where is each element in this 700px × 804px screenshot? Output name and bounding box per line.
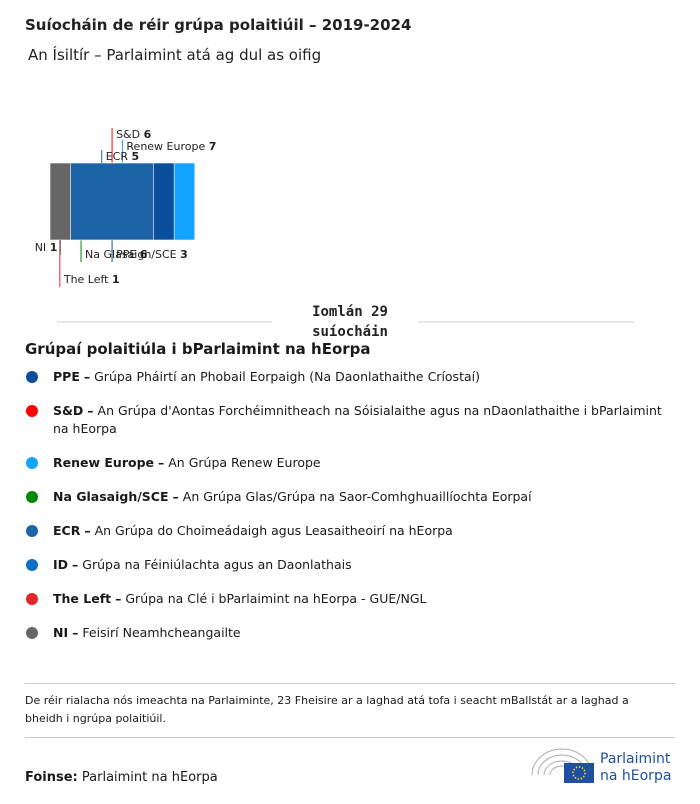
legend-dot (26, 457, 38, 469)
legend-item: S&D – An Grúpa d'Aontas Forchéimnitheach n… (25, 402, 675, 438)
segment-label: The Left 1 (63, 273, 120, 286)
legend-item: ECR – An Grúpa do Choimeádaigh agus Leasai… (25, 522, 675, 540)
legend-dot (26, 627, 38, 639)
segment-name: S&D (116, 128, 140, 141)
chart: Suíocháin de réir grúpa polaitiúil – 201… (25, 16, 634, 340)
logo: Parlaimint na hEorpa (531, 748, 671, 784)
legend-separator: – (72, 557, 79, 572)
legend-dot (26, 559, 38, 571)
segment-name: ECR (106, 150, 129, 163)
segment-value: 6 (144, 128, 152, 141)
legend-separator: – (83, 369, 91, 384)
legend-separator: – (172, 489, 179, 504)
legend-description: An Grúpa Renew Europe (168, 455, 321, 470)
chart-title: Suíocháin de réir grúpa polaitiúil – 201… (25, 16, 411, 34)
legend-separator: – (72, 625, 79, 640)
legend-name: NI (53, 625, 69, 640)
legend-description: An Grúpa Glas/Grúpa na Saor-Comhghuaillí… (182, 489, 532, 504)
divider (25, 683, 675, 684)
bar-segment (49, 162, 71, 241)
legend-item: Renew Europe – An Grúpa Renew Europe (25, 454, 675, 472)
chart-subtitle: An Ísiltír – Parlaimint atá ag dul as oi… (28, 45, 321, 64)
legend-separator: – (87, 403, 94, 418)
segment-label: ECR 5 (106, 150, 139, 163)
segment-label: S&D 6 (116, 128, 152, 141)
legend-name: ECR (53, 523, 81, 538)
segment-name: The Left (63, 273, 109, 286)
segment-label: PPE 6 (116, 248, 148, 261)
legend-dot (26, 405, 38, 417)
source-text: Parlaimint na hEorpa (81, 770, 218, 785)
segment-label: Renew Europe 7 (126, 140, 216, 153)
legend-title: Grúpaí polaitiúla i bParlaimint na hEorp… (25, 340, 371, 358)
logo-line2: na hEorpa (600, 768, 671, 784)
legend-item: PPE – Grúpa Pháirtí an Phobail Eorpaigh (N… (25, 368, 675, 386)
legend-name: ID (53, 557, 69, 572)
legend-dot (26, 593, 38, 605)
divider (25, 737, 675, 738)
total-label: Iomlán 29 (312, 304, 388, 320)
segment-name: NI (35, 241, 46, 254)
segment-value: 7 (209, 140, 217, 153)
logo-line1: Parlaimint (600, 751, 671, 767)
segment-label: Na Glasaigh/SCE 3 (85, 248, 188, 261)
legend-separator: – (115, 591, 122, 606)
legend-separator: – (84, 523, 91, 538)
legend-item: NI – Feisirí Neamhcheangailte (25, 624, 675, 642)
legend-name: PPE (53, 369, 80, 384)
legend-description: Feisirí Neamhcheangailte (82, 625, 241, 640)
legend-dot (26, 491, 38, 503)
segment-label: NI 1 (35, 241, 58, 254)
legend-item: ID – Grúpa na Féiniúlachta agus an Daonlat… (25, 556, 675, 574)
legend-description: Grúpa Pháirtí an Phobail Eorpaigh (Na Da… (94, 369, 480, 384)
legend-name: The Left (53, 591, 112, 606)
legend-description: Grúpa na Clé i bParlaimint na hEorpa - G… (125, 591, 427, 606)
segment-value: 1 (112, 273, 120, 286)
total-suffix: suíocháin (312, 324, 388, 340)
source-label: Foinse: (25, 770, 78, 785)
segment-name: PPE (116, 248, 136, 261)
segment-name: Renew Europe (126, 140, 205, 153)
legend-separator: – (158, 455, 165, 470)
legend: Grúpaí polaitiúla i bParlaimint na hEorp… (25, 340, 675, 658)
legend-description: An Grúpa do Choimeádaigh agus Leasaitheo… (94, 523, 453, 538)
segment-value: 5 (132, 150, 140, 163)
legend-dot (26, 371, 38, 383)
legend-description: Grúpa na Féiniúlachta agus an Daonlathai… (82, 557, 352, 572)
segment-value: 3 (180, 248, 188, 261)
legend-item: Na Glasaigh/SCE – An Grúpa Glas/Grúpa na S… (25, 488, 675, 506)
segment-value: 6 (140, 248, 148, 261)
legend-name: Renew Europe (53, 455, 154, 470)
legend-dot (26, 525, 38, 537)
source: Foinse: Parlaimint na hEorpa (25, 770, 218, 785)
total-value: 29 (371, 304, 388, 320)
segment-value: 1 (50, 241, 58, 254)
note: De réir rialacha nós imeachta na Parlaim… (25, 694, 629, 725)
legend-description: An Grúpa d'Aontas Forchéimnitheach na Só… (53, 403, 662, 436)
segment-name: Na Glasaigh/SCE (85, 248, 177, 261)
total-prefix: Iomlán (312, 304, 363, 320)
legend-item: The Left – Grúpa na Clé i bParlaimint na h… (25, 590, 675, 608)
legend-name: Na Glasaigh/SCE (53, 489, 169, 504)
legend-name: S&D (53, 403, 84, 418)
